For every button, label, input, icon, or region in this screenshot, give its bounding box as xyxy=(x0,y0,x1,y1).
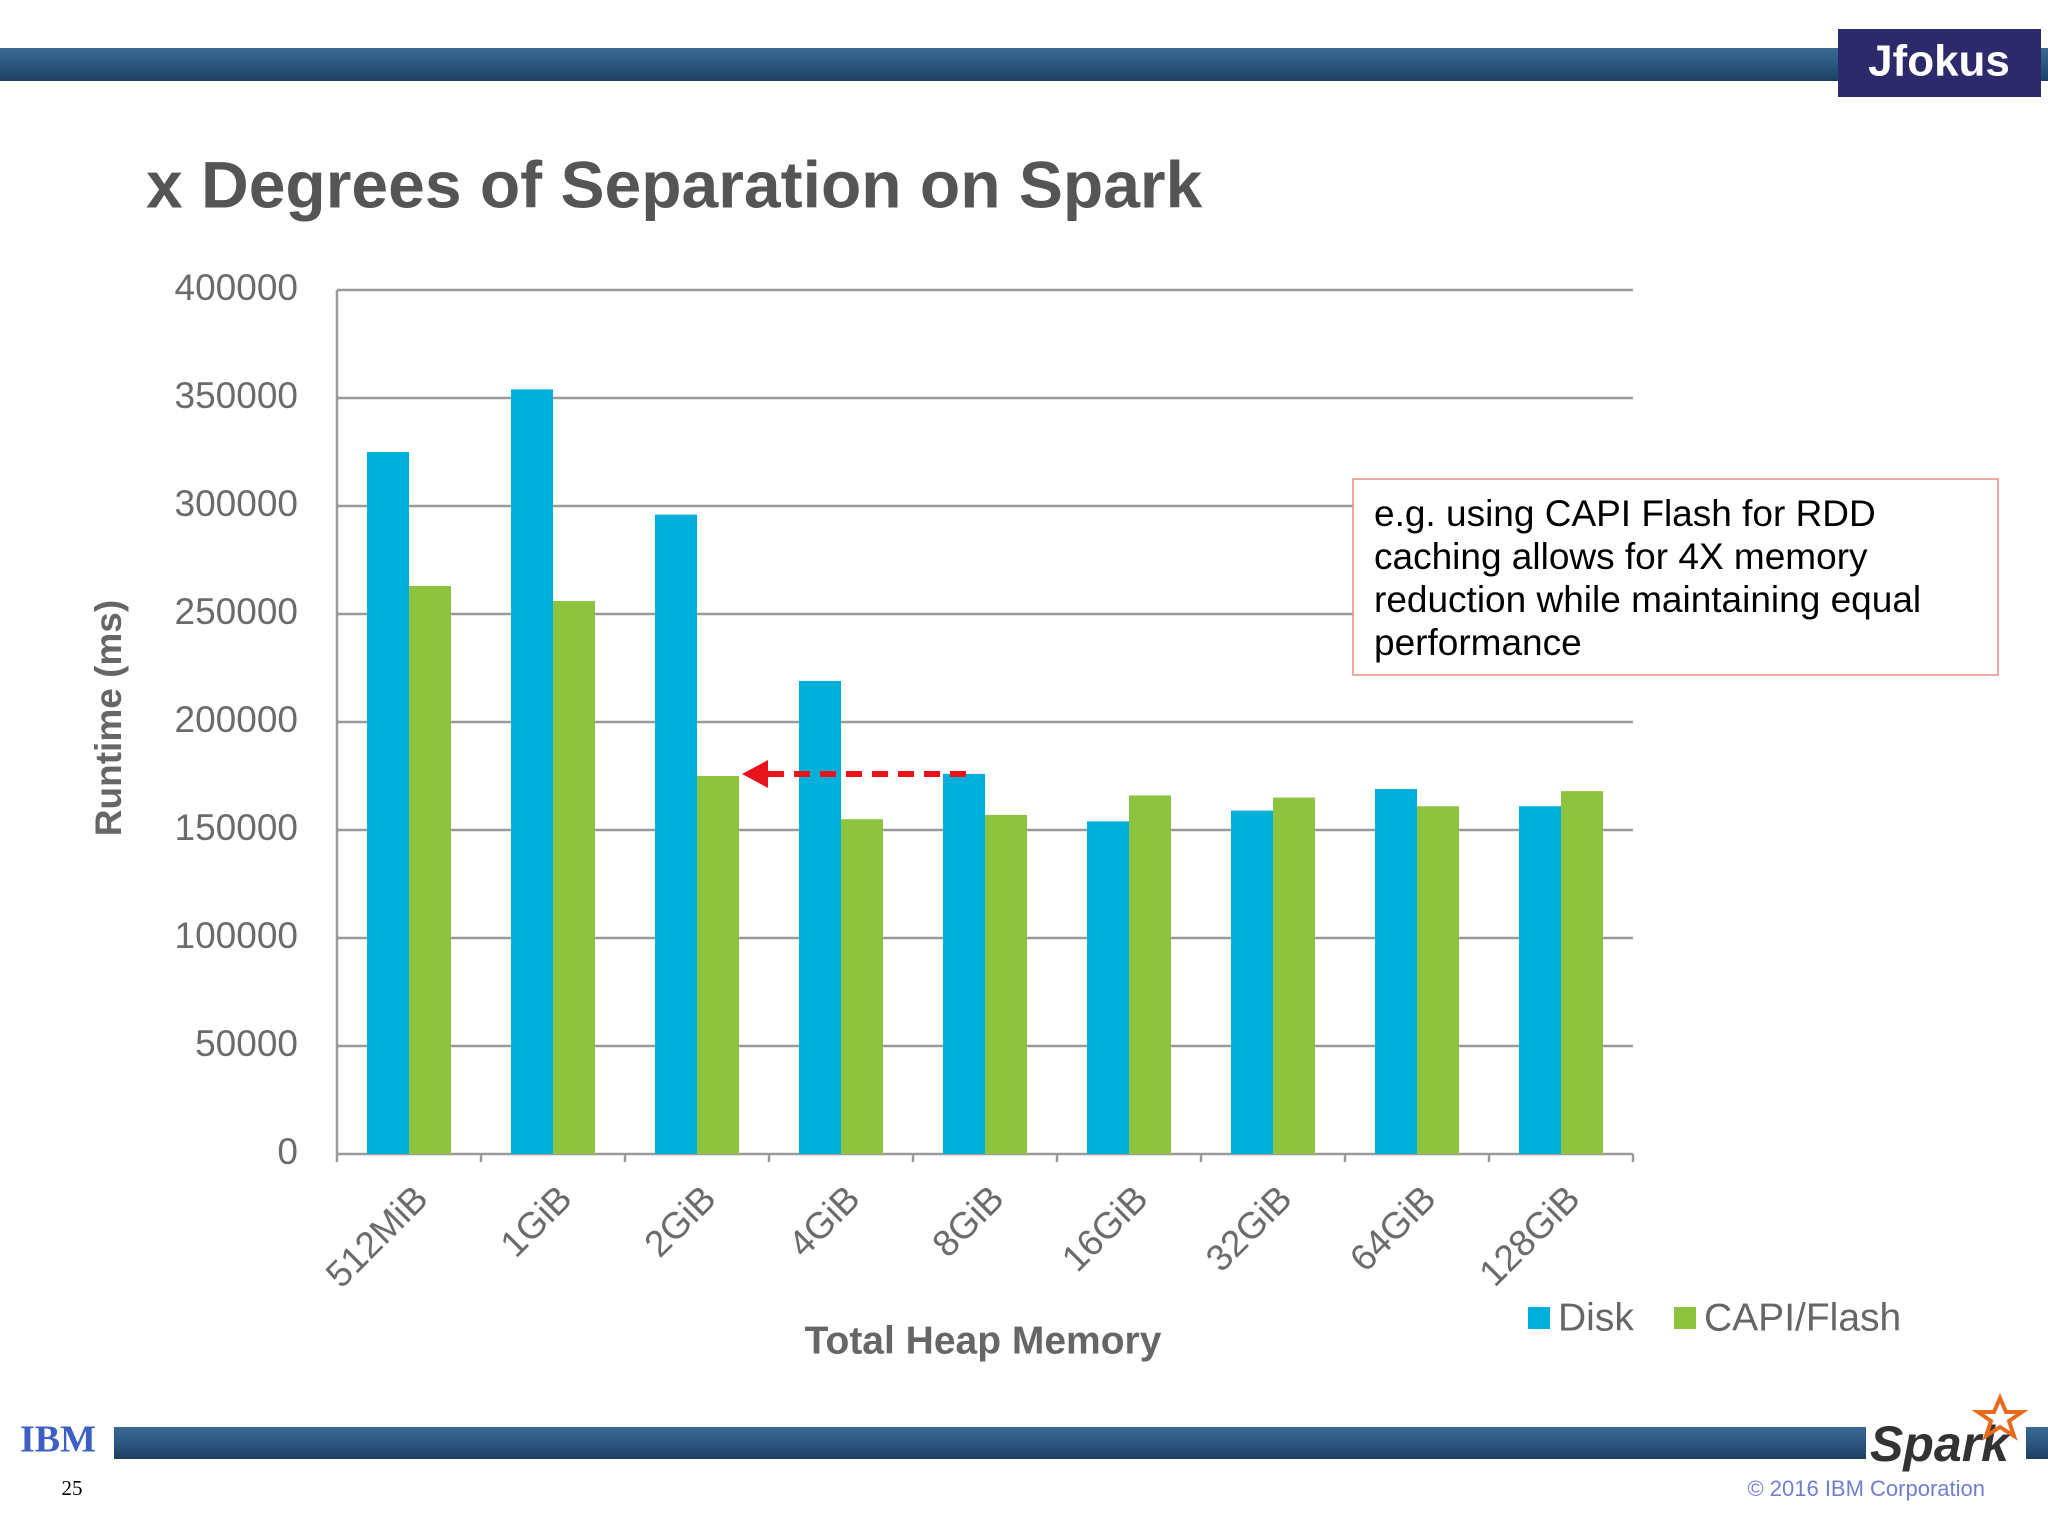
y-tick-label: 0 xyxy=(277,1131,298,1172)
bar xyxy=(1561,791,1603,1154)
annotation-line: reduction while maintaining equal xyxy=(1374,579,1921,620)
page-number: 25 xyxy=(62,1476,83,1500)
bar xyxy=(1087,821,1129,1154)
x-axis-label: Total Heap Memory xyxy=(805,1319,1162,1362)
ibm-logo: IBM xyxy=(20,1419,96,1461)
bar xyxy=(1519,806,1561,1154)
x-tick-label: 4GiB xyxy=(780,1178,867,1265)
x-tick-label: 64GiB xyxy=(1342,1178,1444,1280)
bar xyxy=(985,814,1027,1154)
legend-label: CAPI/Flash xyxy=(1704,1296,1901,1339)
bottom-band xyxy=(114,1427,2048,1459)
y-tick-label: 350000 xyxy=(175,375,298,416)
bar xyxy=(511,389,553,1154)
x-tick-label: 2GiB xyxy=(636,1178,723,1265)
y-tick-label: 400000 xyxy=(175,267,298,308)
y-tick-label: 150000 xyxy=(175,807,298,848)
bar xyxy=(799,680,841,1154)
y-tick-label: 200000 xyxy=(175,699,298,740)
y-tick-label: 100000 xyxy=(175,915,298,956)
bar xyxy=(553,601,595,1154)
chart-title: x Degrees of Separation on Spark xyxy=(146,147,1203,221)
bar xyxy=(1129,795,1171,1154)
bar xyxy=(841,819,883,1154)
x-tick-label: 32GiB xyxy=(1198,1178,1300,1280)
bar xyxy=(1417,806,1459,1154)
plot: 0 50000 100000 150000 200000 250000 300000 3500… xyxy=(175,267,1902,1340)
bar xyxy=(1231,810,1273,1154)
x-tick-label: 16GiB xyxy=(1054,1178,1156,1280)
annotation-box xyxy=(1352,478,1999,676)
bar xyxy=(409,585,451,1154)
y-axis-label: Runtime (ms) xyxy=(88,600,129,836)
y-tick-label: 300000 xyxy=(175,483,298,524)
bar xyxy=(1273,797,1315,1154)
x-tick-label: 8GiB xyxy=(924,1178,1011,1265)
x-tick-label: 512MiB xyxy=(318,1178,436,1296)
spark-bg xyxy=(1866,1410,2026,1470)
bar xyxy=(367,452,409,1154)
legend-swatch xyxy=(1528,1307,1550,1329)
copyright: © 2016 IBM Corporation xyxy=(1747,1476,1985,1501)
legend-swatch xyxy=(1674,1307,1696,1329)
logo-box xyxy=(1838,29,2041,97)
legend-label: Disk xyxy=(1558,1296,1634,1339)
annotation-line: caching allows for 4X memory xyxy=(1374,536,1868,577)
arrow-head xyxy=(742,760,768,788)
y-tick-label: 50000 xyxy=(195,1023,298,1064)
bar xyxy=(943,773,985,1154)
y-tick-label: 250000 xyxy=(175,591,298,632)
x-tick-label: 128GiB xyxy=(1471,1178,1587,1294)
annotation-line: e.g. using CAPI Flash for RDD xyxy=(1374,493,1876,534)
bar xyxy=(655,514,697,1154)
top-band xyxy=(0,48,2048,81)
spark-star xyxy=(1971,1392,2029,1441)
logo: Jfokus xyxy=(1868,37,2010,86)
bar xyxy=(697,776,739,1154)
annotation-line: performance xyxy=(1374,622,1582,663)
bar xyxy=(1375,788,1417,1154)
x-tick-label: 1GiB xyxy=(492,1178,579,1265)
